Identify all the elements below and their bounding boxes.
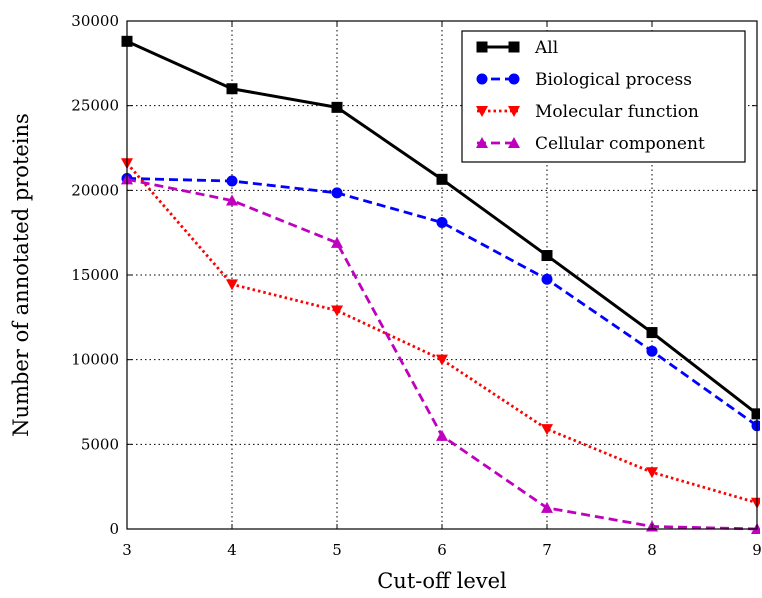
data-point-molecular-function [751,497,760,509]
legend-label: Molecular function [535,102,699,122]
x-axis-label: Cut-off level [377,569,507,593]
data-point-all [751,408,760,420]
legend-marker [476,137,488,148]
y-tick-label: 20000 [71,181,119,199]
data-point-all [436,173,448,185]
legend-marker [476,106,488,117]
legend-label: Cellular component [535,134,705,154]
legend-marker [476,73,488,85]
grid [127,21,757,529]
legend-item-cellular-component: Cellular component [476,134,705,154]
legend-marker [508,41,520,53]
x-tick-label: 9 [752,541,762,559]
legend-marker [508,106,520,117]
data-point-all [226,83,238,95]
data-point-all [541,250,553,262]
x-tick-label: 4 [227,541,237,559]
y-tick-label: 5000 [81,435,119,453]
legend-label: All [534,38,558,58]
data-point-cellular-component [436,429,448,441]
data-point-biological-process [436,217,448,229]
data-point-molecular-function [541,424,553,436]
legend-item-all: All [476,38,558,58]
data-point-molecular-function [646,467,658,479]
x-tick-label: 3 [122,541,132,559]
x-tick-label: 6 [437,541,447,559]
tick-layer: 3 4 5 6 7 8 9 0 5000 10000 15000 20000 25000 30000 [71,12,761,559]
y-tick-label: 25000 [71,97,119,115]
data-point-biological-process [646,345,658,357]
data-point-all [331,101,343,113]
data-point-biological-process [541,273,553,285]
x-tick-label: 8 [647,541,657,559]
legend: All Biological process Molecular function C… [461,30,746,163]
data-point-molecular-function [331,305,343,317]
y-axis-label: Number of annotated proteins [9,113,33,437]
legend-marker [476,41,488,53]
x-tick-label: 5 [332,541,342,559]
data-point-biological-process [331,187,343,199]
data-point-cellular-component [541,501,553,513]
y-tick-label: 15000 [71,266,119,284]
legend-marker [508,73,520,85]
x-tick-label: 7 [542,541,552,559]
data-point-biological-process [751,420,760,432]
legend-marker [508,137,520,148]
data-point-cellular-component [226,194,238,206]
data-point-biological-process [226,175,238,187]
data-point-molecular-function [436,354,448,366]
legend-item-biological-process: Biological process [476,70,692,90]
legend-item-molecular-function: Molecular function [476,102,699,122]
y-tick-label: 10000 [71,351,119,369]
data-point-molecular-function [226,279,238,291]
legend-label: Biological process [535,70,692,90]
y-tick-label: 30000 [71,12,119,30]
legend-frame [461,30,746,163]
y-tick-label: 0 [109,520,119,538]
data-point-cellular-component [331,236,343,248]
data-point-all [646,327,658,339]
